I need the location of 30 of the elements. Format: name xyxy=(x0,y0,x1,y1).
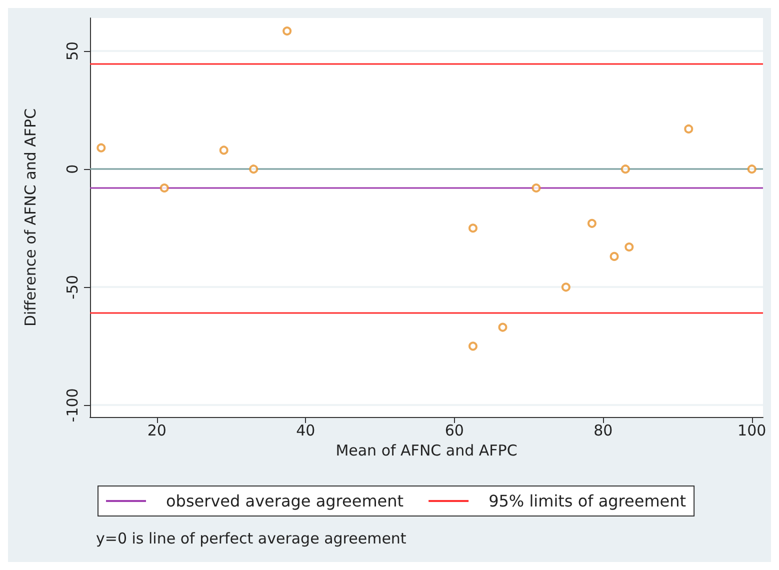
point xyxy=(747,164,756,174)
point xyxy=(468,224,478,233)
point xyxy=(96,143,106,152)
point xyxy=(532,183,541,192)
point xyxy=(219,146,228,155)
point xyxy=(610,252,619,261)
x-tick-label: 40 xyxy=(296,422,316,440)
point xyxy=(498,322,508,332)
point xyxy=(282,26,292,36)
point xyxy=(620,164,630,174)
point xyxy=(468,342,478,351)
point xyxy=(684,124,694,134)
point xyxy=(587,218,596,228)
x-axis-title: Mean of AFNC and AFPC xyxy=(336,442,518,460)
y-tick-label: -100 xyxy=(64,388,82,422)
x-tick-label: 100 xyxy=(738,422,766,440)
point xyxy=(160,183,169,192)
point xyxy=(561,282,570,292)
x-tick-label: 20 xyxy=(147,422,166,440)
point xyxy=(624,242,634,252)
point xyxy=(249,164,258,174)
text: y=0 is line of perfect average agreement xyxy=(96,530,406,548)
y-tick-label: 0 xyxy=(64,164,82,174)
x-tick-label: 60 xyxy=(444,422,464,440)
y-tick-label: 50 xyxy=(64,42,82,61)
y-tick-label: -50 xyxy=(64,274,82,300)
legend-label: 95% limits of agreement xyxy=(488,492,686,510)
legend-label: observed average agreement xyxy=(166,492,404,510)
x-tick-label: 80 xyxy=(594,422,613,440)
y-axis-title: Difference of AFNC and AFPC xyxy=(22,108,40,327)
